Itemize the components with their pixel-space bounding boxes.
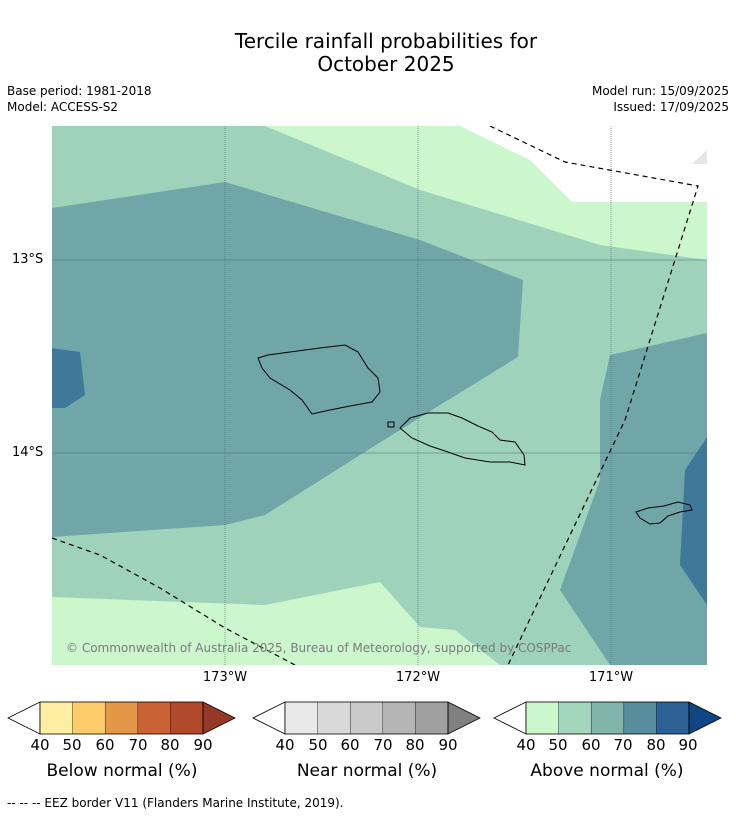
colorbar-segment xyxy=(40,702,74,734)
graticule xyxy=(52,126,707,665)
tick-label: 70 xyxy=(613,736,633,754)
eez-border-north xyxy=(489,126,699,665)
colorbar-segment xyxy=(317,702,351,734)
tick-label: 90 xyxy=(678,736,698,754)
colorbar-above xyxy=(493,701,722,735)
tick-label: 60 xyxy=(95,736,115,754)
tutuila-island xyxy=(635,501,693,525)
colorbar-outline xyxy=(39,701,204,735)
tick-label: 40 xyxy=(516,736,536,754)
colorbar-segment xyxy=(656,702,690,734)
tick-label: 50 xyxy=(308,736,328,754)
legend-title-below: Below normal (%) xyxy=(46,761,198,781)
tick-label: 70 xyxy=(128,736,148,754)
colorbar-outline xyxy=(284,701,449,735)
lon-tick-171w: 171°W xyxy=(588,670,634,685)
tick-label: 60 xyxy=(340,736,360,754)
colorbar-near xyxy=(252,701,481,735)
lat-tick-14s: 14°S xyxy=(12,445,44,460)
colorbar-high-arrow xyxy=(447,701,481,735)
map-corner-marker xyxy=(692,150,707,164)
tick-label: 50 xyxy=(548,736,568,754)
contour-70-80-east xyxy=(680,437,707,605)
eez-borders xyxy=(52,126,699,665)
tick-label: 40 xyxy=(30,736,50,754)
legend-title-above: Above normal (%) xyxy=(530,761,684,781)
island-outlines xyxy=(257,344,693,525)
tick-label: 80 xyxy=(160,736,180,754)
colorbar-below xyxy=(7,701,236,735)
tick-label: 70 xyxy=(373,736,393,754)
map-title: Tercile rainfall probabilities for Octob… xyxy=(0,30,736,76)
tick-label: 90 xyxy=(438,736,458,754)
colorbar-segment xyxy=(170,702,204,734)
tick-label: 80 xyxy=(405,736,425,754)
title-line-1: Tercile rainfall probabilities for xyxy=(234,29,538,53)
colorbar-segment xyxy=(285,702,319,734)
eez-border-southwest xyxy=(52,537,296,665)
colorbar-segment xyxy=(415,702,449,734)
colorbar-outline xyxy=(525,701,690,735)
contour-60-70-east xyxy=(560,333,707,665)
colorbar-low-arrow xyxy=(252,701,286,735)
model-name: Model: ACCESS-S2 xyxy=(7,100,119,114)
colorbar-segment xyxy=(105,702,139,734)
lat-tick-13s: 13°S xyxy=(12,252,44,267)
tick-label: 60 xyxy=(581,736,601,754)
colorbar-high-arrow xyxy=(688,701,722,735)
colorbar-segment xyxy=(591,702,625,734)
manono-island xyxy=(387,421,395,428)
copyright-notice: © Commonwealth of Australia 2025, Bureau… xyxy=(66,641,572,655)
colorbar-low-arrow xyxy=(493,701,527,735)
colorbar-segment xyxy=(137,702,171,734)
savaii-island xyxy=(257,344,381,415)
base-period: Base period: 1981-2018 xyxy=(7,84,152,98)
contour-70-80-west xyxy=(52,348,85,408)
eez-footnote: -- -- -- EEZ border V11 (Flanders Marine… xyxy=(7,796,344,810)
colorbar-segment xyxy=(350,702,384,734)
colorbar-segment xyxy=(558,702,592,734)
colorbar-low-arrow xyxy=(7,701,41,735)
meta-left: Base period: 1981-2018 Model: ACCESS-S2 xyxy=(7,83,152,115)
lon-tick-173w: 173°W xyxy=(202,670,248,685)
colorbar-segment xyxy=(526,702,560,734)
contour-60-70-west xyxy=(52,182,523,537)
colorbar-high-arrow xyxy=(202,701,236,735)
tick-label: 90 xyxy=(193,736,213,754)
legend-title-near: Near normal (%) xyxy=(296,761,438,781)
tick-label: 40 xyxy=(275,736,295,754)
model-run: Model run: 15/09/2025 xyxy=(591,84,729,98)
colorbar-segment xyxy=(623,702,657,734)
colorbar-segment xyxy=(382,702,416,734)
tick-label: 50 xyxy=(62,736,82,754)
colorbar-segment xyxy=(72,702,106,734)
map-area xyxy=(52,126,707,665)
title-line-2: October 2025 xyxy=(317,52,455,76)
meta-right: Model run: 15/09/2025 Issued: 17/09/2025 xyxy=(592,83,729,115)
lon-tick-172w: 172°W xyxy=(395,670,441,685)
tick-label: 80 xyxy=(646,736,666,754)
upolu-island xyxy=(399,412,526,466)
issued-date: Issued: 17/09/2025 xyxy=(613,100,729,114)
